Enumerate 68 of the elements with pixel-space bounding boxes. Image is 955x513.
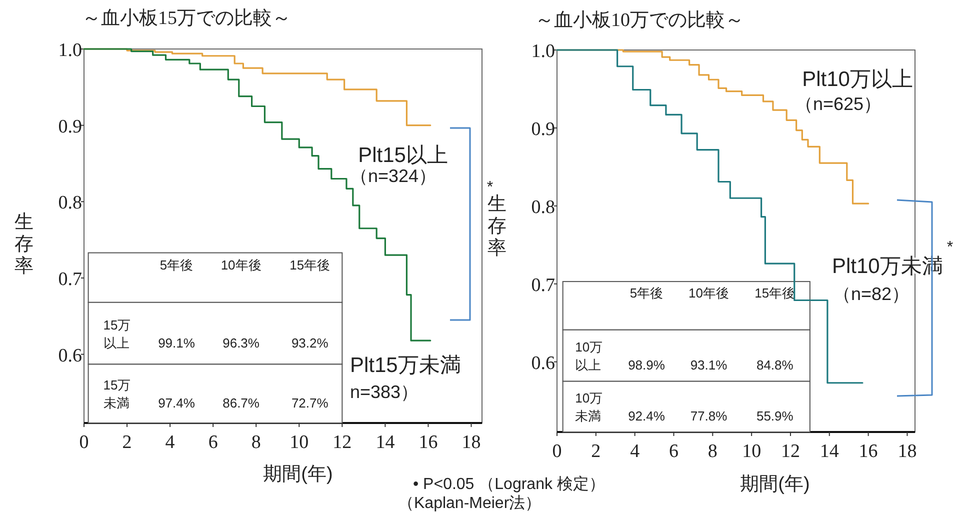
x-axis-title: 期間(年) xyxy=(263,464,333,485)
annotation: 15万以上 xyxy=(103,317,131,350)
series-label: Plt15万未満 xyxy=(350,354,461,377)
x-tick-label: 0 xyxy=(552,441,562,462)
x-tick-label: 18 xyxy=(462,432,481,453)
annotation: 10年後 xyxy=(688,286,729,301)
annotation: 10万未満 xyxy=(575,390,603,424)
y-tick-label: 0.8 xyxy=(58,192,82,214)
annotation: 92.4% xyxy=(628,408,666,424)
annotation: 15万未満 xyxy=(103,378,131,411)
y-axis-title: 生存率 xyxy=(488,194,506,259)
text: （Kaplan-Meier法） xyxy=(398,494,542,512)
x-tick-label: 0 xyxy=(79,432,89,453)
x-tick-label: 14 xyxy=(376,432,396,453)
annotation: 5年後 xyxy=(160,258,194,273)
chart-title: ～血小板15万での比較～ xyxy=(82,8,291,29)
x-tick-label: 16 xyxy=(418,432,438,453)
annotation: 86.7% xyxy=(222,396,260,411)
annotation: 96.3% xyxy=(222,335,260,350)
annotation: 93.2% xyxy=(291,335,329,350)
annotation: （n=82） xyxy=(833,284,910,304)
y-tick-label: 0.9 xyxy=(58,116,82,138)
y-tick-label: 0.7 xyxy=(58,268,82,290)
y-axis-title: 生存率 xyxy=(14,212,34,277)
x-tick-label: 16 xyxy=(858,441,878,462)
x-tick-label: 2 xyxy=(591,441,601,462)
annotation: 77.8% xyxy=(690,408,728,424)
text: * xyxy=(486,179,494,196)
annotation: 72.7% xyxy=(291,396,329,411)
x-tick-label: 4 xyxy=(630,441,640,462)
x-tick-label: 14 xyxy=(820,441,840,462)
annotation: 84.8% xyxy=(756,358,794,373)
y-tick-label: 1.0 xyxy=(531,41,555,62)
x-tick-label: 6 xyxy=(668,441,678,462)
x-tick-label: 12 xyxy=(332,432,352,453)
text: • P<0.05 （Logrank 検定） xyxy=(413,475,605,493)
y-tick-label: 0.6 xyxy=(531,352,555,374)
annotation: 98.9% xyxy=(628,358,666,373)
x-tick-label: 6 xyxy=(208,432,218,453)
x-axis-title: 期間(年) xyxy=(740,474,810,495)
annotation: 93.1% xyxy=(690,358,728,373)
x-tick-label: 10 xyxy=(742,441,762,462)
y-tick-label: 1.0 xyxy=(58,40,82,61)
chart-title: ～血小板10万での比較～ xyxy=(535,10,744,31)
annotation: （n=625） xyxy=(795,94,882,114)
x-tick-label: 4 xyxy=(165,432,176,453)
y-tick-label: 0.6 xyxy=(58,345,82,366)
y-tick-label: 0.9 xyxy=(531,118,555,140)
annotation: （n=324） xyxy=(350,166,437,186)
x-tick-label: 2 xyxy=(122,432,132,453)
annotation: 5年後 xyxy=(630,286,664,301)
annotation: 97.4% xyxy=(158,396,196,411)
x-tick-label: 8 xyxy=(708,441,718,462)
y-tick-label: 0.7 xyxy=(531,274,555,296)
annotation: 10万以上 xyxy=(575,340,603,373)
annotation: n=383） xyxy=(350,382,419,402)
series-label: Plt10万以上 xyxy=(802,68,913,91)
annotation: 55.9% xyxy=(756,408,794,424)
annotation: 15年後 xyxy=(290,258,330,273)
x-tick-label: 8 xyxy=(251,432,261,453)
annotation: 99.1% xyxy=(158,335,196,350)
text: * xyxy=(946,239,954,256)
x-tick-label: 18 xyxy=(898,441,917,462)
series-label: Plt15以上 xyxy=(358,144,448,167)
x-tick-label: 12 xyxy=(780,441,800,462)
x-tick-label: 10 xyxy=(290,432,309,453)
y-tick-label: 0.8 xyxy=(531,196,555,218)
annotation: 10年後 xyxy=(220,258,262,273)
